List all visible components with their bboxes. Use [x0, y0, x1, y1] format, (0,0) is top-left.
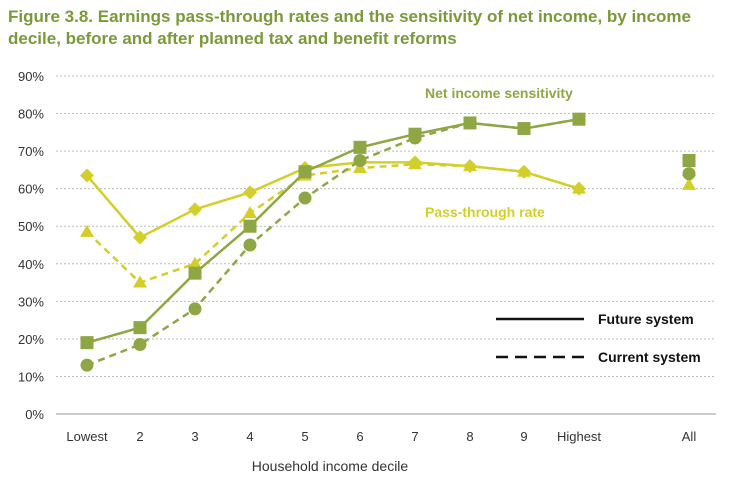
data-point-all: [682, 154, 696, 167]
x-tick-label: Lowest: [66, 429, 108, 444]
series-pass-current: [80, 157, 696, 288]
data-point: [298, 165, 312, 179]
data-point: [572, 181, 586, 196]
y-tick-label: 60%: [18, 182, 44, 197]
y-tick-label: 40%: [18, 257, 44, 272]
data-point: [80, 358, 94, 372]
y-tick-label: 20%: [18, 332, 44, 347]
legend-label-future-system: Future system: [598, 311, 694, 327]
x-tick-label: 6: [356, 429, 363, 444]
legend-label-current-system: Current system: [598, 349, 701, 365]
data-point: [353, 154, 367, 167]
data-point: [133, 230, 147, 245]
data-point: [517, 122, 531, 136]
series-line-pass-future: [86, 161, 580, 239]
data-point: [80, 168, 94, 183]
data-point: [298, 191, 312, 205]
x-tick-label: All: [682, 429, 697, 444]
data-point: [243, 219, 257, 233]
x-tick-label: 4: [246, 429, 253, 444]
x-axis-ticks: Lowest 2 3 4 5 6 7 8 9 Highest All: [66, 429, 696, 444]
series-pass-future: [80, 155, 696, 245]
chart-title: Figure 3.8. Earnings pass-through rates …: [8, 7, 691, 48]
annotation-pass-through-rate: Pass-through rate: [425, 204, 545, 220]
data-point: [188, 266, 202, 280]
x-axis-title: Household income decile: [252, 458, 409, 474]
x-tick-label: 5: [301, 429, 308, 444]
y-tick-label: 0%: [25, 407, 44, 422]
data-point: [353, 140, 367, 154]
data-point: [80, 224, 94, 237]
series-net-future: [80, 112, 696, 350]
x-tick-label: 3: [191, 429, 198, 444]
data-point: [188, 256, 202, 269]
data-point: [188, 202, 202, 217]
y-tick-label: 50%: [18, 219, 44, 234]
data-point: [133, 321, 147, 335]
data-point: [243, 185, 257, 200]
legend: Future system Current system: [496, 311, 701, 365]
data-point-all: [682, 177, 696, 190]
data-point: [188, 302, 202, 316]
series-line-net-future: [86, 117, 580, 344]
data-point: [463, 159, 477, 174]
y-tick-label: 70%: [18, 144, 44, 159]
gridlines: [56, 75, 716, 377]
series-line-pass-current: [86, 163, 580, 284]
x-tick-label: 8: [466, 429, 473, 444]
y-axis-ticks: 0% 10% 20% 30% 40% 50% 60% 70% 80% 90%: [18, 69, 44, 422]
x-tick-label: 2: [136, 429, 143, 444]
x-tick-label: Highest: [557, 429, 601, 444]
data-point: [408, 127, 422, 141]
y-tick-label: 30%: [18, 294, 44, 309]
series-layer: [80, 112, 696, 372]
data-point: [243, 238, 257, 252]
data-point: [243, 206, 257, 219]
data-point: [572, 112, 586, 126]
y-tick-label: 90%: [18, 69, 44, 84]
data-point: [133, 338, 147, 352]
annotation-net-income-sensitivity: Net income sensitivity: [425, 85, 573, 101]
series-line-net-current: [86, 117, 580, 367]
data-point: [408, 155, 422, 170]
x-tick-label: 9: [520, 429, 527, 444]
y-tick-label: 80%: [18, 107, 44, 122]
data-point: [463, 116, 477, 130]
data-point-all: [682, 167, 696, 181]
x-tick-label: 7: [411, 429, 418, 444]
data-point: [133, 275, 147, 288]
data-point: [517, 164, 531, 179]
y-tick-label: 10%: [18, 369, 44, 384]
data-point: [80, 336, 94, 350]
